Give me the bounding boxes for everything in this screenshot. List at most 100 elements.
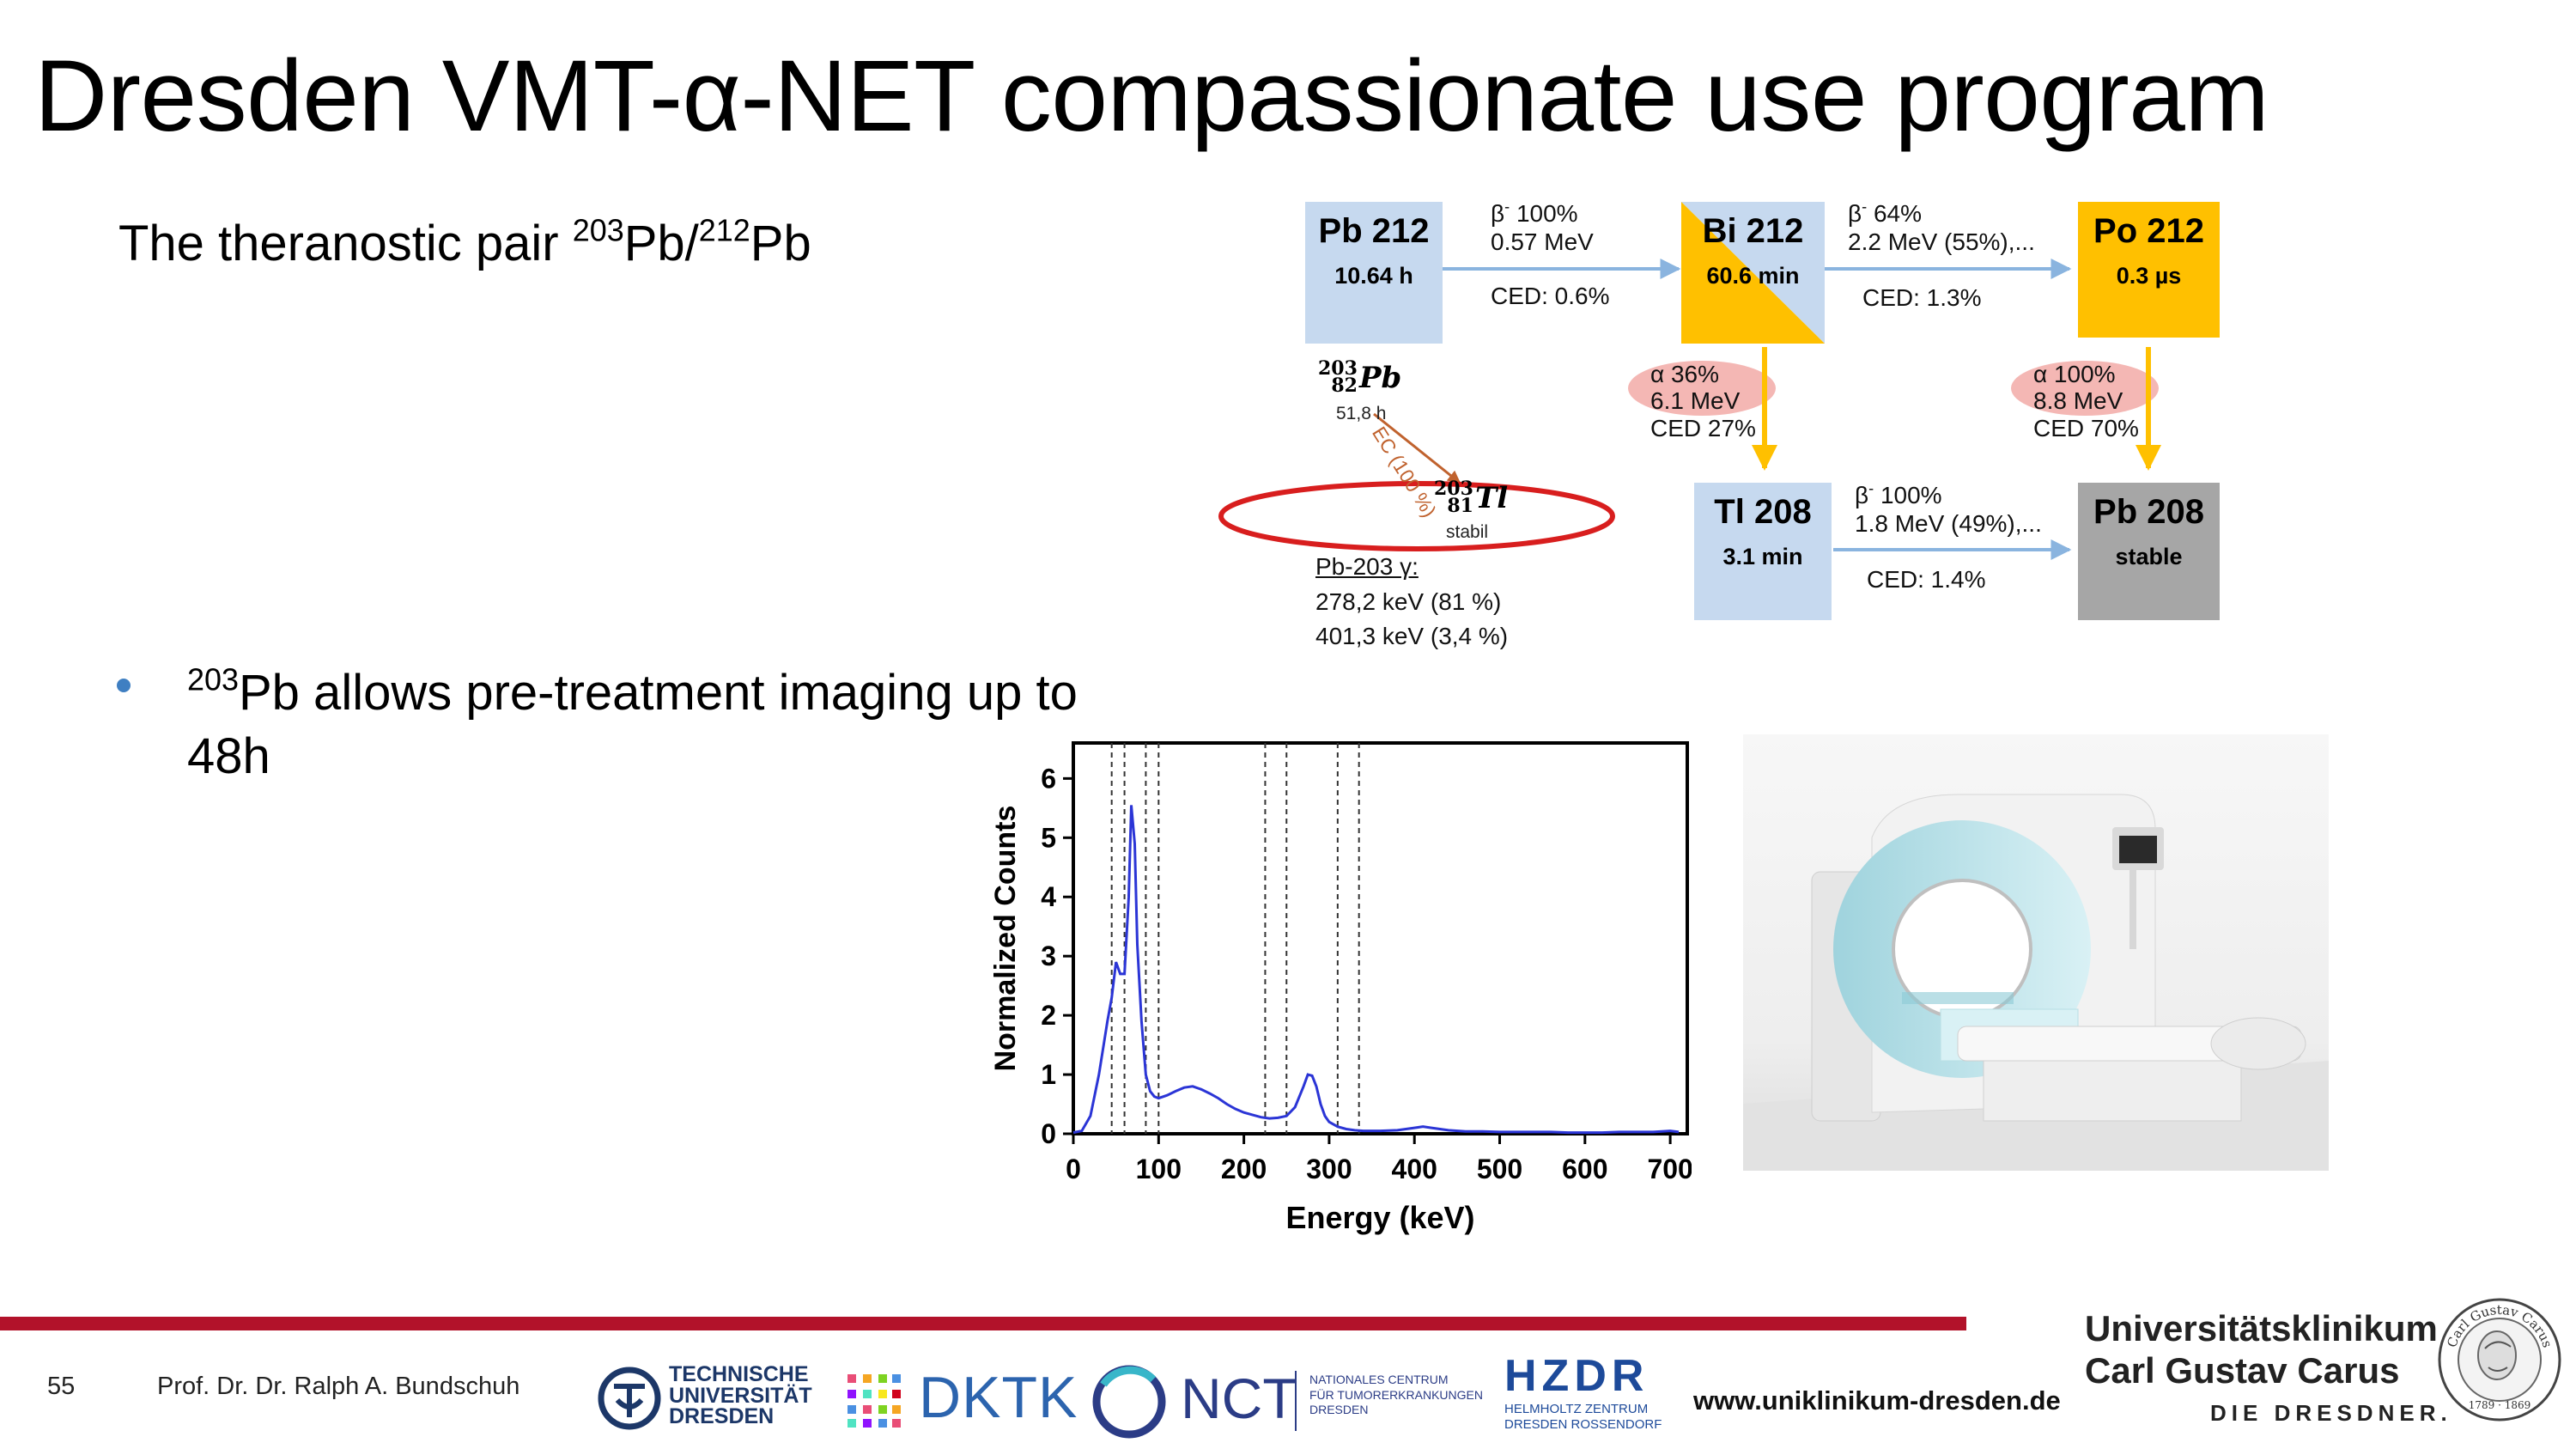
x-tick-label: 500	[1477, 1154, 1522, 1184]
ced-value: CED: 1.3%	[1862, 284, 1982, 312]
subtitle-prefix: The theranostic pair	[118, 216, 573, 271]
alpha-energy: 8.8 MeV	[2033, 387, 2123, 415]
x-tick-label: 100	[1136, 1154, 1182, 1184]
nuclide-halflife: 0.3 µs	[2116, 263, 2182, 289]
nuclide-pb208: Pb 208 stable	[2078, 483, 2220, 620]
beta-sup: -	[1504, 198, 1510, 216]
x-tick-label: 400	[1392, 1154, 1437, 1184]
spectrum-chart: 0 100 200 300 400 500 600 700 0 1 2 3 4 5 6 Energy (keV…	[989, 741, 1692, 1235]
uk-logo-line3: DIE DRESDNER.	[2210, 1400, 2452, 1426]
y-tick-label: 3	[1041, 941, 1056, 971]
label-bi212-tl208: α 36% 6.1 MeV CED 27%	[1650, 361, 1756, 441]
label-pb212-bi212: β- 100% 0.57 MeV CED: 0.6%	[1491, 199, 1610, 310]
nct-divider	[1295, 1371, 1297, 1431]
y-axis-label: Normalized Counts	[989, 806, 1022, 1072]
beta-symbol: β	[1855, 482, 1869, 508]
y-tick-label: 4	[1041, 881, 1056, 912]
beta-pct: 64%	[1867, 200, 1922, 227]
nuclide-bi212: Bi 212 60.6 min	[1681, 202, 1825, 344]
nuclide-po212: Po 212 0.3 µs	[2078, 202, 2220, 338]
hzdr-logo-text: HZDR	[1504, 1351, 1649, 1401]
spectrum-line	[1072, 805, 1680, 1135]
nuclide-halflife: stable	[2115, 544, 2183, 569]
bullet-sup: 203	[187, 661, 239, 697]
nuclide-tl208: Tl 208 3.1 min	[1694, 483, 1832, 620]
bullet-text: 203Pb allows pre-treatment imaging up to…	[187, 661, 1132, 788]
slide-title: Dresden VMT-α-NET compassionate use prog…	[34, 40, 2269, 153]
x-tick-label: 0	[1066, 1154, 1081, 1184]
nuclide-pb212: Pb 212 10.64 h	[1305, 202, 1443, 344]
nct-sub-line: DRESDEN	[1309, 1403, 1369, 1416]
nuclide-name: Pb 208	[2093, 493, 2204, 531]
tl203-ellipse	[1218, 481, 1615, 551]
y-tick-label: 0	[1041, 1118, 1056, 1149]
y-tick-label: 5	[1041, 822, 1056, 853]
alpha-highlight-bi212	[1628, 361, 1776, 416]
nuclide-halflife: 3.1 min	[1722, 544, 1803, 569]
beta-energy: 0.57 MeV	[1491, 228, 1594, 256]
tud-logo-icon	[598, 1367, 661, 1430]
pb203-symbol: 203 82 Pb	[1318, 359, 1401, 397]
nuclide-name: Po 212	[2093, 212, 2204, 250]
beta-pct: 100%	[1510, 200, 1578, 227]
pb203-z: 82	[1331, 374, 1358, 397]
tl203-symbol-text: Tl	[1474, 481, 1509, 515]
x-tick-label: 200	[1221, 1154, 1267, 1184]
x-axis-label: Energy (keV)	[1285, 1200, 1474, 1235]
nuclide-name: Pb 212	[1318, 212, 1430, 250]
website-link[interactable]: www.uniklinikum-dresden.de	[1693, 1385, 2061, 1416]
dktk-dots-icon	[848, 1374, 901, 1428]
beta-pct: 100%	[1874, 482, 1942, 508]
beta-symbol: β	[1491, 200, 1505, 227]
beta-energy: 2.2 MeV (55%),...	[1848, 228, 2035, 256]
gamma-line: 278,2 keV (81 %)	[1315, 588, 1502, 615]
spect-scanner-image	[1743, 734, 2329, 1171]
tud-line: DRESDEN	[669, 1404, 775, 1428]
tl203-mass: 203	[1434, 478, 1473, 501]
pb203-halflife: 51,8 h	[1336, 404, 1387, 423]
x-tick-label: 700	[1647, 1154, 1692, 1184]
plot-frame	[1072, 741, 1689, 1135]
seal-years: 1789 · 1869	[2469, 1399, 2531, 1411]
nuclide-name: Bi 212	[1702, 212, 1804, 250]
tud-line: TECHNISCHE	[669, 1362, 809, 1386]
gamma-title: Pb-203 γ:	[1315, 553, 1419, 580]
nct-subtitle: NATIONALES CENTRUM FÜR TUMORERKRANKUNGEN…	[1309, 1373, 1483, 1418]
subtitle: The theranostic pair 203Pb/212Pb	[118, 215, 811, 272]
nuclide-halflife: 60.6 min	[1706, 263, 1800, 289]
label-po212-pb208: α 100% 8.8 MeV CED 70%	[2033, 361, 2139, 441]
author-name: Prof. Dr. Dr. Ralph A. Bundschuh	[157, 1373, 520, 1400]
alpha-pct: α 36%	[1650, 361, 1720, 387]
subtitle-sup-203: 203	[572, 212, 624, 248]
nuclide-name: Tl 208	[1714, 493, 1812, 531]
subtitle-end: Pb	[750, 216, 811, 271]
beta-energy: 1.8 MeV (49%),...	[1855, 510, 2042, 538]
page-number: 55	[47, 1373, 76, 1400]
uk-logo-line1: Universitätsklinikum	[2085, 1308, 2438, 1349]
hzdr-sub-line: DRESDEN ROSSENDORF	[1504, 1417, 1662, 1432]
label-bi212-po212: β- 64% 2.2 MeV (55%),... CED: 1.3%	[1848, 199, 2035, 312]
beta-symbol: β	[1848, 200, 1862, 227]
tud-logo-text: TECHNISCHE UNIVERSITÄT DRESDEN	[669, 1364, 812, 1428]
ced-value: CED 70%	[2033, 414, 2139, 441]
bullet-body: Pb allows pre-treatment imaging up to 48…	[187, 665, 1078, 785]
beta-sup: -	[1862, 198, 1868, 216]
subtitle-sup-212: 212	[698, 212, 750, 248]
nuclide-halflife: 10.64 h	[1334, 263, 1413, 289]
x-tick-label: 600	[1562, 1154, 1607, 1184]
subtitle-mid: Pb/	[623, 216, 699, 271]
x-tick-label: 300	[1306, 1154, 1352, 1184]
ced-value: CED: 1.4%	[1867, 566, 1986, 594]
footer-bar	[0, 1317, 1966, 1330]
alpha-pct: α 100%	[2033, 361, 2116, 387]
label-tl208-pb208: β- 100% 1.8 MeV (49%),... CED: 1.4%	[1855, 481, 2042, 594]
tl203-symbol: 203 81 Tl	[1434, 478, 1509, 515]
ced-value: CED 27%	[1650, 414, 1756, 441]
dktk-logo-text: DKTK	[919, 1365, 1078, 1430]
beta-sup: -	[1868, 479, 1874, 497]
nct-logo-text: NCT	[1181, 1367, 1297, 1430]
ced-value: CED: 0.6%	[1491, 283, 1610, 310]
nct-ring-icon	[1092, 1365, 1166, 1439]
tl203-state: stabil	[1446, 522, 1489, 542]
